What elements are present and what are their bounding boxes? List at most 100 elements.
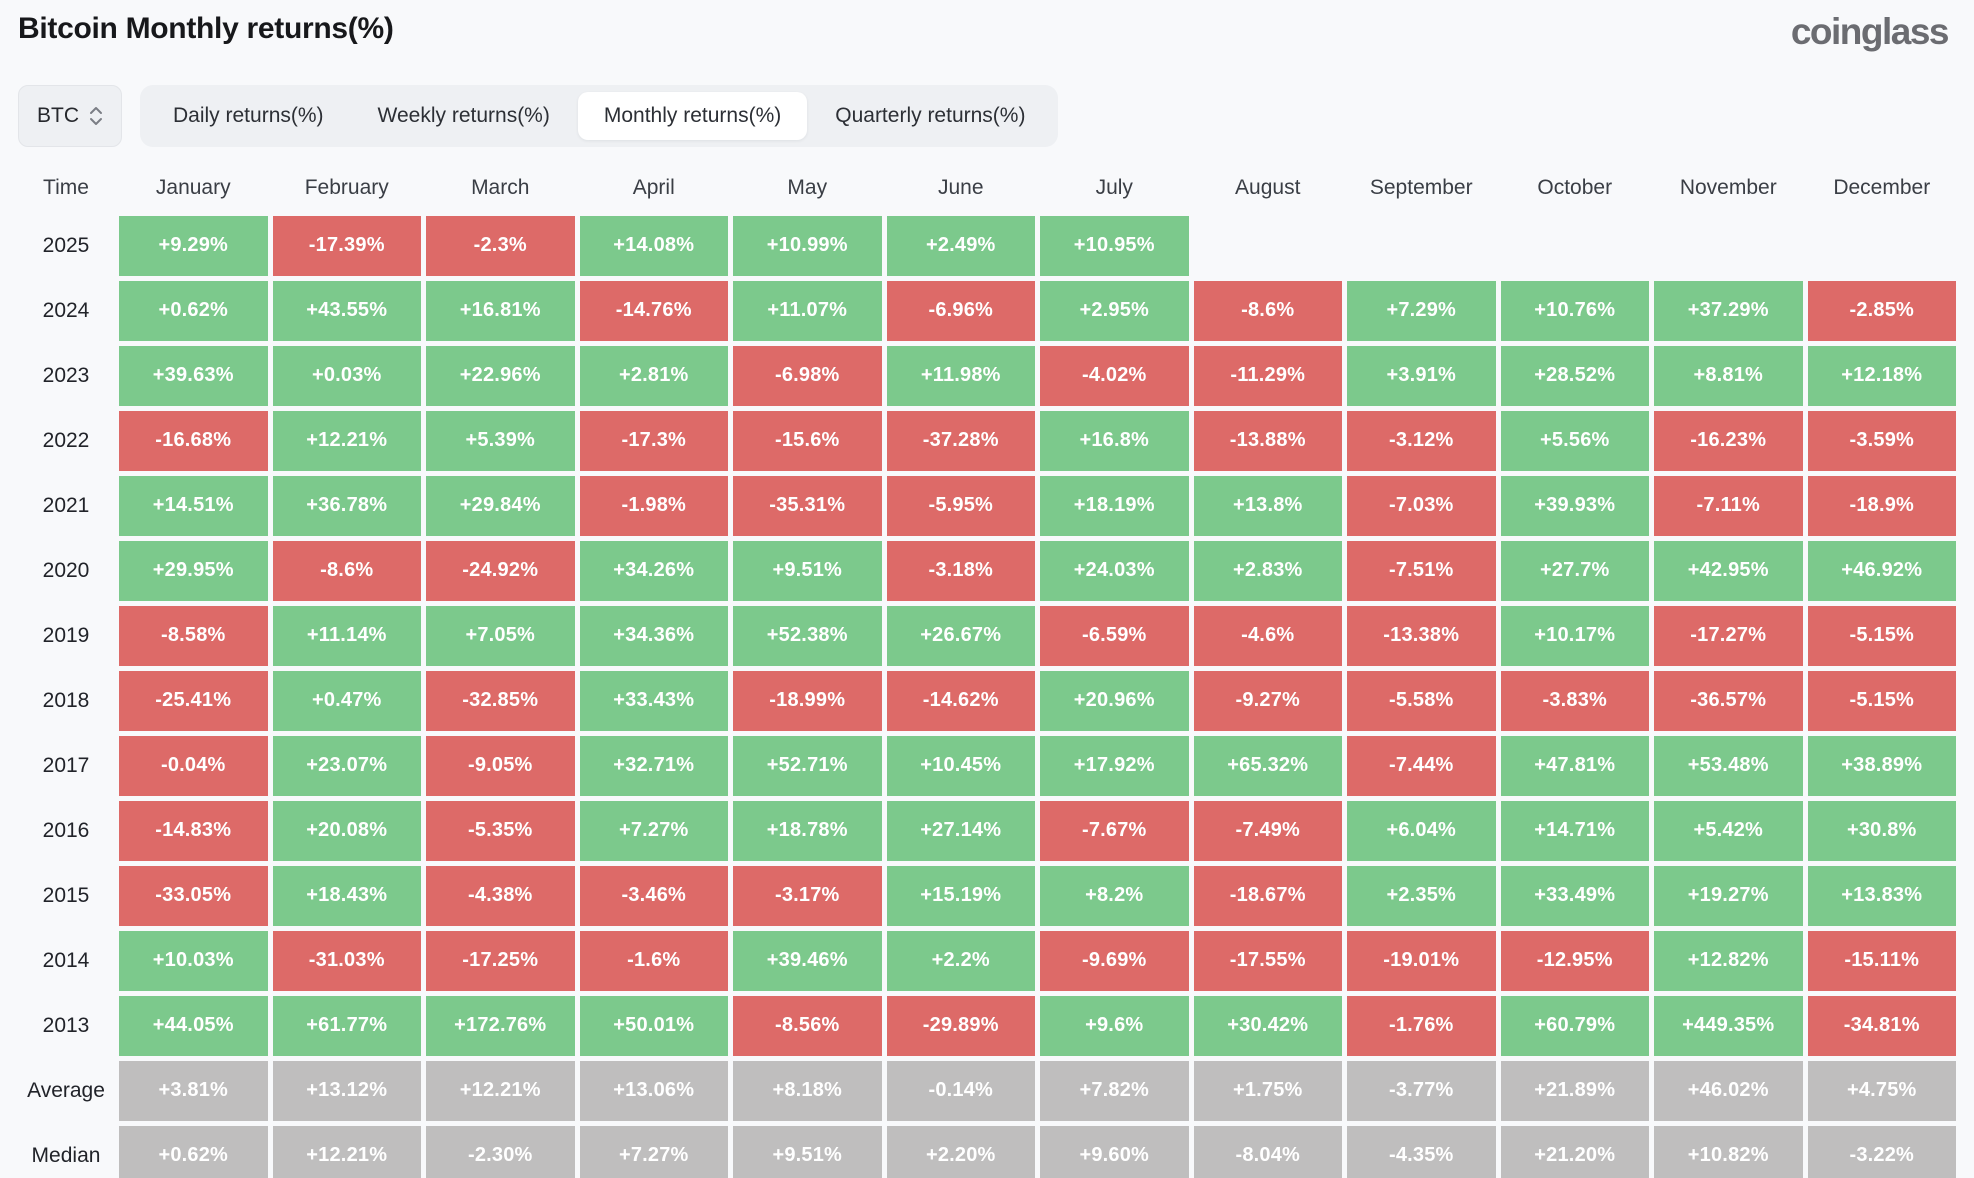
return-cell: -2.3% [426, 215, 575, 276]
return-cell: -32.85% [426, 670, 575, 731]
return-cell: +2.35% [1347, 865, 1496, 926]
return-cell: -31.03% [272, 930, 421, 991]
return-cell: +11.14% [272, 605, 421, 666]
return-cell: -13.38% [1347, 605, 1496, 666]
return-cell: +65.32% [1193, 735, 1342, 796]
return-cell: +7.29% [1347, 280, 1496, 341]
return-cell: +13.06% [579, 1060, 728, 1121]
return-cell: +9.6% [1040, 995, 1189, 1056]
return-cell: +46.02% [1654, 1060, 1803, 1121]
return-cell: +10.76% [1500, 280, 1649, 341]
return-cell: -18.9% [1807, 475, 1956, 536]
return-cell: -3.22% [1807, 1125, 1956, 1178]
return-cell: +2.81% [579, 345, 728, 406]
return-cell: +52.71% [733, 735, 882, 796]
return-cell: -1.76% [1347, 995, 1496, 1056]
return-cell: -0.14% [886, 1060, 1035, 1121]
column-header-january: January [155, 175, 231, 199]
return-cell: -8.56% [733, 995, 882, 1056]
return-cell: +18.19% [1040, 475, 1189, 536]
empty-cell [1654, 216, 1803, 276]
return-cell: +8.18% [733, 1060, 882, 1121]
return-cell: -4.35% [1347, 1125, 1496, 1178]
return-cell: -3.77% [1347, 1060, 1496, 1121]
return-cell: -33.05% [119, 865, 268, 926]
return-cell: +0.62% [119, 280, 268, 341]
row-label-2020: 2020 [42, 558, 90, 582]
row-label-2018: 2018 [42, 688, 90, 712]
return-cell: -0.04% [119, 735, 268, 796]
return-cell: +18.43% [272, 865, 421, 926]
return-cell: +30.8% [1807, 800, 1956, 861]
return-cell: +6.04% [1347, 800, 1496, 861]
return-cell: -17.27% [1654, 605, 1803, 666]
return-cell: -9.69% [1040, 930, 1189, 991]
tab-weekly[interactable]: Weekly returns(%) [377, 103, 550, 127]
return-cell: -8.58% [119, 605, 268, 666]
empty-cell [1347, 216, 1496, 276]
tab-quarterly[interactable]: Quarterly returns(%) [835, 103, 1026, 127]
return-cell: +21.89% [1500, 1060, 1649, 1121]
return-cell: -7.49% [1193, 800, 1342, 861]
return-cell: +449.35% [1654, 995, 1803, 1056]
return-cell: +22.96% [426, 345, 575, 406]
row-label-2025: 2025 [42, 233, 90, 257]
return-cell: +10.82% [1654, 1125, 1803, 1178]
return-cell: +17.92% [1040, 735, 1189, 796]
return-cell: +39.46% [733, 930, 882, 991]
controls-bar: BTC Daily returns(%) Weekly returns(%) Mon… [18, 84, 1974, 147]
returns-table: Time January February March April May June July… [18, 165, 1956, 1178]
return-cell: +47.81% [1500, 735, 1649, 796]
return-cell: -2.30% [426, 1125, 575, 1178]
return-cell: -12.95% [1500, 930, 1649, 991]
return-cell: +2.83% [1193, 540, 1342, 601]
return-cell: +43.55% [272, 280, 421, 341]
return-cell: +9.29% [119, 215, 268, 276]
return-cell: +21.20% [1500, 1125, 1649, 1178]
column-header-october: October [1537, 175, 1613, 199]
topbar: Bitcoin Monthly returns(%) coinglass [0, 0, 1974, 53]
return-cell: -19.01% [1347, 930, 1496, 991]
return-cell: +0.62% [119, 1125, 268, 1178]
return-cell: +3.81% [119, 1060, 268, 1121]
return-cell: +9.60% [1040, 1125, 1189, 1178]
symbol-select[interactable]: BTC [18, 84, 122, 147]
return-cell: -35.31% [733, 475, 882, 536]
row-label-average: Average [27, 1078, 105, 1102]
return-cell: -17.39% [272, 215, 421, 276]
return-cell: +12.21% [272, 1125, 421, 1178]
return-cell: -5.15% [1807, 670, 1956, 731]
return-cell: -37.28% [886, 410, 1035, 471]
return-cell: +0.03% [272, 345, 421, 406]
return-cell: -18.99% [733, 670, 882, 731]
return-cell: +23.07% [272, 735, 421, 796]
row-label-2014: 2014 [42, 948, 90, 972]
return-cell: -3.17% [733, 865, 882, 926]
return-cell: +2.95% [1040, 280, 1189, 341]
return-cell: +53.48% [1654, 735, 1803, 796]
return-cell: -3.83% [1500, 670, 1649, 731]
row-label-2016: 2016 [42, 818, 90, 842]
row-label-2022: 2022 [42, 428, 90, 452]
return-cell: +26.67% [886, 605, 1035, 666]
return-cell: -13.88% [1193, 410, 1342, 471]
column-header-november: November [1679, 175, 1777, 199]
return-cell: -16.23% [1654, 410, 1803, 471]
return-cell: -7.67% [1040, 800, 1189, 861]
return-cell: +27.7% [1500, 540, 1649, 601]
return-cell: -9.05% [426, 735, 575, 796]
tab-monthly[interactable]: Monthly returns(%) [577, 91, 808, 140]
return-cell: -24.92% [426, 540, 575, 601]
return-cell: +24.03% [1040, 540, 1189, 601]
return-cell: -7.03% [1347, 475, 1496, 536]
return-cell: +39.93% [1500, 475, 1649, 536]
row-label-2015: 2015 [42, 883, 90, 907]
column-header-july: July [1095, 175, 1133, 199]
return-cell: +27.14% [886, 800, 1035, 861]
return-cell: +16.81% [426, 280, 575, 341]
tab-daily[interactable]: Daily returns(%) [173, 103, 324, 127]
return-cell: +15.19% [886, 865, 1035, 926]
return-cell: +3.91% [1347, 345, 1496, 406]
returns-tabs: Daily returns(%) Weekly returns(%) Monthly… [140, 84, 1059, 147]
return-cell: +7.27% [579, 1125, 728, 1178]
